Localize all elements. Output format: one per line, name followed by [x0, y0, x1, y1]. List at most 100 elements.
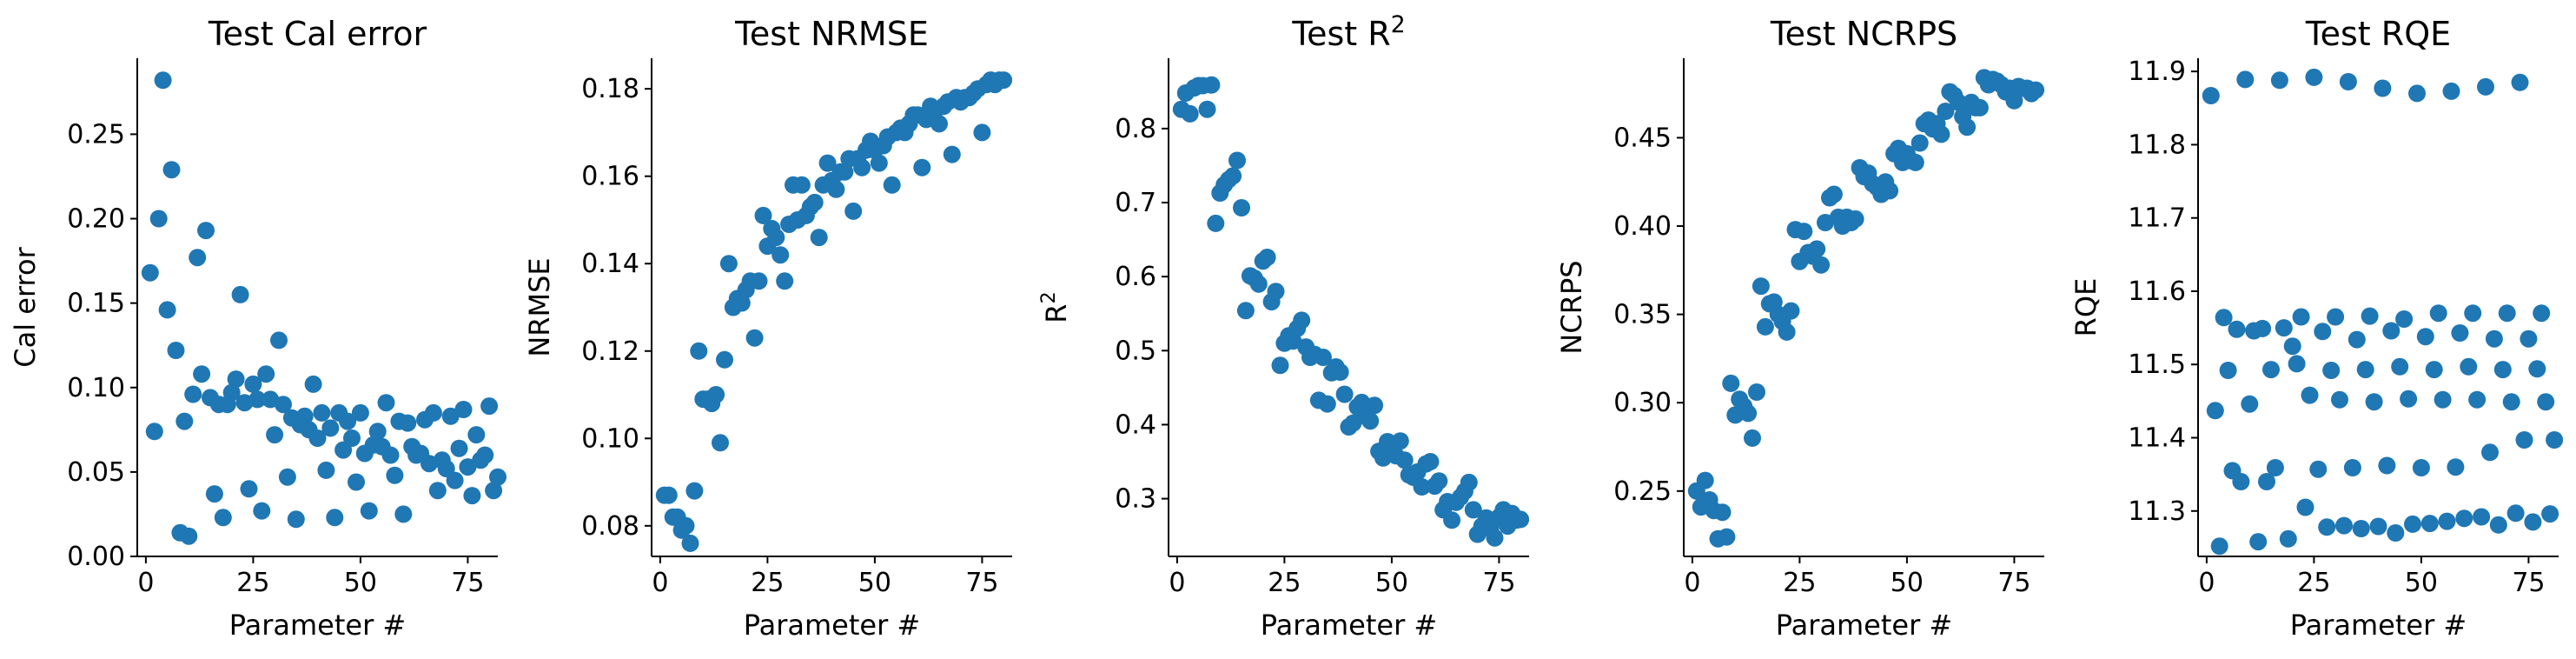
data-point	[197, 222, 215, 240]
data-points	[1172, 76, 1530, 547]
data-point	[2416, 328, 2434, 346]
data-point	[2515, 431, 2533, 449]
data-point	[2275, 319, 2293, 337]
chart-title: Test NCRPS	[1770, 15, 1957, 53]
data-point	[1696, 471, 1714, 489]
data-point	[1271, 356, 1289, 375]
y-tick-label: 0.4	[1115, 409, 1156, 440]
data-point	[193, 365, 211, 383]
data-point	[1958, 118, 1977, 136]
data-point	[2382, 322, 2401, 340]
data-point	[2206, 402, 2224, 420]
y-tick-label: 11.5	[2128, 349, 2186, 380]
x-axis-label: Parameter #	[1776, 609, 1952, 642]
data-point	[913, 158, 931, 176]
y-axis-label: Cal error	[9, 246, 42, 367]
data-point	[145, 423, 163, 441]
data-point	[222, 383, 241, 402]
y-tick-label: 0.08	[581, 511, 639, 542]
data-point	[287, 510, 305, 529]
data-point	[836, 163, 854, 181]
data-point	[1181, 104, 1199, 123]
chart-title: Test R2	[1291, 11, 1405, 54]
data-point	[485, 482, 503, 500]
data-point	[659, 486, 678, 504]
data-point	[1314, 349, 1332, 366]
data-point	[750, 272, 768, 290]
data-point	[2481, 443, 2499, 462]
data-point	[321, 419, 340, 437]
data-point	[1331, 363, 1349, 381]
data-point	[2365, 393, 2383, 411]
data-point	[2254, 319, 2272, 337]
data-point	[1413, 478, 1431, 496]
data-point	[489, 468, 507, 486]
data-point	[2339, 73, 2357, 90]
data-point	[1950, 93, 1968, 111]
data-point	[1224, 167, 1242, 185]
data-point	[446, 471, 464, 489]
data-point	[2335, 516, 2353, 535]
y-tick-label: 11.3	[2128, 496, 2186, 527]
data-points	[1687, 69, 2045, 548]
y-tick-label: 0.18	[581, 74, 639, 104]
data-point	[2322, 362, 2341, 379]
data-point	[2305, 68, 2323, 86]
data-point	[253, 502, 271, 520]
x-tick-label: 25	[236, 568, 269, 598]
data-point	[2412, 459, 2430, 476]
panel-3: 0.3 0.4 0.5 0.6 0.7 0.8 0 25 50 75 Test R2 Paramete…	[1037, 11, 1530, 642]
data-points	[655, 71, 1013, 552]
y-axis-label: NRMSE	[523, 257, 556, 356]
data-point	[175, 412, 194, 430]
data-point	[853, 158, 871, 176]
data-point	[2232, 473, 2250, 490]
data-point	[2502, 393, 2520, 411]
data-point	[2460, 357, 2478, 376]
data-point	[1391, 432, 1409, 450]
y-axis-label: NCRPS	[1555, 260, 1588, 354]
y-tick-label: 0.25	[67, 119, 125, 150]
data-point	[162, 161, 181, 179]
y-tick-label: 11.4	[2128, 423, 2186, 453]
data-point	[844, 202, 863, 220]
data-point	[1202, 76, 1221, 94]
data-point	[1460, 473, 1478, 491]
data-point	[2027, 81, 2045, 99]
data-point	[1293, 311, 1311, 330]
data-point	[1846, 210, 1864, 228]
data-point	[2429, 304, 2447, 323]
y-tick-label: 0.30	[1613, 388, 1672, 418]
data-point	[707, 386, 725, 403]
data-point	[2309, 460, 2328, 478]
data-point	[313, 403, 331, 422]
data-point	[1752, 277, 1770, 296]
data-point	[1207, 214, 1225, 232]
data-point	[158, 301, 176, 319]
data-point	[1906, 153, 1924, 171]
x-axis-label: Parameter #	[2290, 609, 2467, 642]
data-point	[180, 527, 198, 545]
data-point	[2434, 390, 2452, 409]
data-point	[771, 246, 790, 264]
data-point	[995, 71, 1013, 90]
y-tick-label: 0.35	[1613, 300, 1672, 330]
data-point	[480, 397, 499, 416]
data-point	[827, 180, 845, 198]
x-tick-label: 25	[751, 568, 784, 598]
data-point	[732, 294, 751, 312]
data-point	[1937, 103, 1955, 120]
x-tick-label: 75	[1482, 568, 1515, 598]
data-point	[1443, 511, 1461, 529]
y-tick-label: 0.5	[1115, 336, 1156, 366]
data-point	[424, 403, 442, 422]
x-tick-label: 0	[137, 568, 154, 598]
data-point	[1258, 249, 1276, 266]
data-point	[2408, 84, 2426, 103]
data-point	[2546, 431, 2564, 449]
data-point	[2283, 337, 2301, 356]
data-point	[1486, 529, 1504, 547]
data-point	[2374, 79, 2392, 97]
data-point	[1233, 199, 1250, 216]
